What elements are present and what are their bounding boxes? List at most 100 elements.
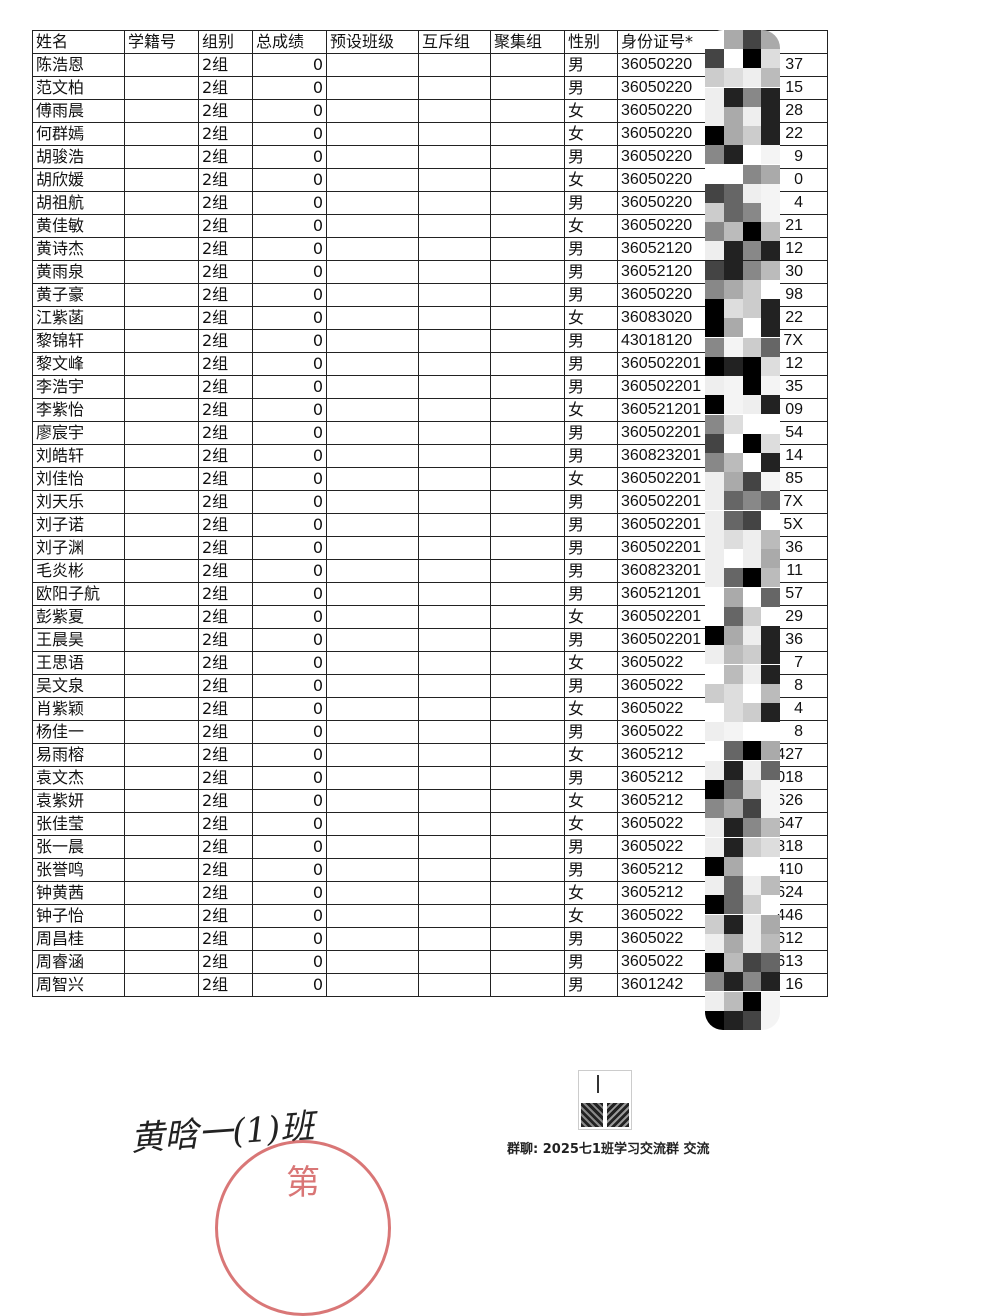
mosaic-block — [742, 760, 762, 780]
exclusive-group-cell — [418, 145, 491, 169]
exclusive-group-cell — [418, 375, 491, 399]
mosaic-block — [723, 760, 743, 780]
cluster-group-cell — [490, 927, 565, 951]
cluster-group-cell — [490, 76, 565, 100]
student-number-cell — [124, 398, 199, 422]
id-prefix: 3605022 — [621, 723, 684, 740]
score-cell: 0 — [252, 375, 327, 399]
name-cell: 张佳莹 — [32, 812, 125, 836]
mosaic-block — [705, 779, 724, 799]
exclusive-group-cell — [418, 53, 491, 77]
preset-class-cell — [326, 122, 419, 146]
mosaic-block — [761, 856, 780, 876]
name-cell: 毛炎彬 — [32, 559, 125, 583]
mosaic-block — [705, 49, 724, 69]
student-number-cell — [124, 789, 199, 813]
id-prefix: 360502201 — [621, 470, 702, 487]
name-cell: 傅雨晨 — [32, 99, 125, 123]
preset-class-cell — [326, 950, 419, 974]
mosaic-block — [705, 703, 724, 723]
name-cell: 李浩宇 — [32, 375, 125, 399]
mosaic-block — [705, 472, 724, 492]
table-row: 杨佳一 2组 0 男 3605022 8 — [32, 720, 828, 744]
exclusive-group-cell — [418, 513, 491, 537]
cluster-group-cell — [490, 122, 565, 146]
mosaic-block — [742, 30, 762, 49]
score-cell: 0 — [252, 651, 327, 675]
table-row: 何群嫣 2组 0 女 36050220 22 — [32, 122, 828, 146]
id-suffix: 410 — [776, 861, 803, 878]
group-cell: 2组 — [198, 467, 253, 491]
gender-cell: 女 — [564, 697, 618, 721]
name-cell: 胡欣媛 — [32, 168, 125, 192]
student-number-cell — [124, 260, 199, 284]
preset-class-cell — [326, 260, 419, 284]
mosaic-block — [723, 241, 743, 261]
mosaic-block — [723, 741, 743, 761]
gender-cell: 男 — [564, 191, 618, 215]
preset-class-cell — [326, 789, 419, 813]
id-suffix: 09 — [785, 401, 803, 418]
mosaic-block — [705, 683, 724, 703]
preset-class-cell — [326, 536, 419, 560]
group-cell: 2组 — [198, 283, 253, 307]
name-cell: 胡祖航 — [32, 191, 125, 215]
group-cell: 2组 — [198, 651, 253, 675]
id-suffix: 7X — [783, 493, 803, 510]
preset-class-cell — [326, 628, 419, 652]
score-cell: 0 — [252, 582, 327, 606]
mosaic-block — [742, 145, 762, 165]
mosaic-block — [761, 106, 780, 126]
mosaic-block — [723, 279, 743, 299]
id-prefix: 36050220 — [621, 217, 693, 234]
cluster-group-cell — [490, 628, 565, 652]
mosaic-block — [723, 933, 743, 953]
gender-cell: 女 — [564, 99, 618, 123]
mosaic-block — [761, 337, 780, 357]
name-cell: 何群嫣 — [32, 122, 125, 146]
student-number-cell — [124, 743, 199, 767]
cluster-group-cell — [490, 904, 565, 928]
mosaic-block — [723, 126, 743, 146]
mosaic-block — [742, 876, 762, 896]
mosaic-block — [705, 991, 724, 1011]
mosaic-block — [742, 376, 762, 396]
preset-class-cell — [326, 605, 419, 629]
id-suffix: 8 — [794, 723, 803, 740]
id-suffix: 4 — [794, 194, 803, 211]
mosaic-block — [723, 914, 743, 934]
mosaic-block — [742, 587, 762, 607]
name-cell: 刘佳怡 — [32, 467, 125, 491]
mosaic-block — [723, 145, 743, 165]
name-cell: 陈浩恩 — [32, 53, 125, 77]
mosaic-block — [742, 49, 762, 69]
cluster-group-cell — [490, 881, 565, 905]
cluster-group-cell — [490, 306, 565, 330]
id-suffix: 36 — [785, 539, 803, 556]
id-prefix: 3605212 — [621, 861, 684, 878]
exclusive-group-cell — [418, 651, 491, 675]
student-number-cell — [124, 99, 199, 123]
mosaic-block — [761, 452, 780, 472]
name-cell: 彭紫夏 — [32, 605, 125, 629]
group-cell: 2组 — [198, 306, 253, 330]
cluster-group-cell — [490, 168, 565, 192]
gender-cell: 男 — [564, 260, 618, 284]
id-prefix: 3605022 — [621, 654, 684, 671]
exclusive-group-cell — [418, 467, 491, 491]
score-cell: 0 — [252, 260, 327, 284]
cluster-group-cell — [490, 398, 565, 422]
gender-cell: 男 — [564, 950, 618, 974]
cluster-group-cell — [490, 283, 565, 307]
score-cell: 0 — [252, 789, 327, 813]
preset-class-cell — [326, 444, 419, 468]
id-suffix: 98 — [785, 286, 803, 303]
mosaic-block — [705, 222, 724, 242]
mosaic-block — [742, 68, 762, 88]
group-cell: 2组 — [198, 329, 253, 353]
gender-cell: 男 — [564, 766, 618, 790]
student-number-cell — [124, 467, 199, 491]
group-cell: 2组 — [198, 973, 253, 997]
mosaic-block — [705, 87, 724, 107]
id-suffix: 612 — [776, 930, 803, 947]
